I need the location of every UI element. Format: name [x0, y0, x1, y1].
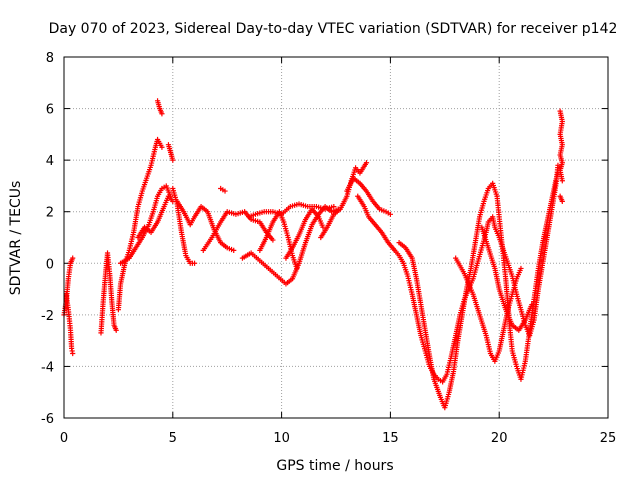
- y-tick-label: -6: [41, 412, 54, 427]
- data-point: [559, 198, 565, 204]
- series-track-w: [557, 108, 565, 184]
- data-point: [559, 178, 565, 184]
- x-tick-label: 25: [600, 431, 617, 446]
- data-point: [363, 160, 370, 166]
- series-track-x: [557, 193, 565, 204]
- axis-ticks: 0 5 10 15 20 25 -6 -4 -2 0 2 4 6 8: [41, 51, 616, 446]
- x-tick-label: 15: [382, 431, 399, 446]
- series-track-f: [135, 193, 176, 241]
- series-track-g: [154, 98, 165, 117]
- data-point: [331, 203, 337, 210]
- y-tick-label: -2: [41, 309, 54, 324]
- series-track-e: [117, 183, 174, 266]
- y-tick-label: 0: [46, 257, 54, 272]
- data-point: [231, 247, 237, 253]
- series-track-t: [396, 170, 561, 411]
- data-point: [170, 157, 176, 163]
- data-point: [159, 144, 165, 150]
- plot-frame: [63, 56, 609, 419]
- series-track-r: [344, 175, 393, 217]
- y-tick-label: 8: [46, 51, 54, 66]
- series-track-n: [246, 201, 337, 220]
- series-track-l: [218, 185, 228, 194]
- x-tick-label: 0: [60, 431, 68, 446]
- data-point: [159, 111, 165, 117]
- series-track-u: [453, 255, 524, 364]
- series-track-v: [479, 224, 535, 333]
- data-point: [320, 224, 326, 230]
- data-point: [70, 255, 76, 261]
- data-point: [270, 237, 276, 243]
- data-point: [518, 265, 524, 272]
- series-track-i: [170, 185, 198, 266]
- y-axis-label: SDTVAR / TECUs: [8, 181, 24, 296]
- data-point: [113, 327, 119, 333]
- y-tick-label: 6: [46, 103, 54, 118]
- x-tick-label: 5: [169, 431, 177, 446]
- x-tick-label: 10: [273, 431, 290, 446]
- data-point: [555, 162, 561, 168]
- series-track-c: [98, 250, 119, 336]
- data-marks: [61, 98, 565, 411]
- y-tick-label: 4: [46, 154, 54, 169]
- x-tick-label: 20: [491, 431, 508, 446]
- series-track-m: [239, 203, 341, 287]
- data-point: [294, 265, 300, 272]
- data-point: [529, 301, 535, 308]
- series-track-b: [63, 291, 76, 357]
- chart-title: Day 070 of 2023, Sidereal Day-to-day VTE…: [49, 21, 618, 37]
- y-tick-label: -4: [41, 360, 54, 375]
- y-tick-label: 2: [46, 206, 54, 221]
- series-track-h: [165, 142, 176, 163]
- x-axis-label: GPS time / hours: [276, 458, 393, 474]
- data-point: [70, 350, 76, 357]
- data-point: [387, 211, 393, 217]
- data-point: [222, 188, 228, 194]
- series-track-p: [283, 206, 326, 261]
- data-point: [191, 260, 198, 266]
